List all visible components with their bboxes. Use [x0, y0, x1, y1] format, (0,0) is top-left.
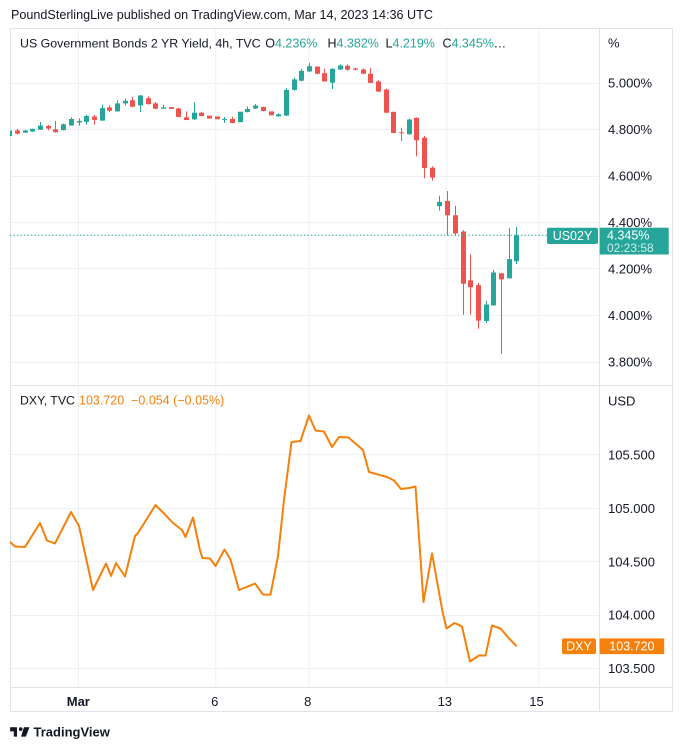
svg-text:103.500: 103.500	[608, 661, 655, 676]
svg-text:8: 8	[304, 694, 311, 709]
svg-text:H: H	[328, 37, 337, 51]
svg-text:L: L	[386, 37, 393, 51]
svg-text:104.000: 104.000	[608, 608, 655, 623]
svg-text:DXY: DXY	[566, 639, 592, 653]
svg-text:6: 6	[211, 694, 218, 709]
svg-text:USD: USD	[608, 394, 635, 409]
svg-text:15: 15	[529, 694, 543, 709]
svg-text:4.600%: 4.600%	[608, 169, 653, 184]
svg-text:4.400%: 4.400%	[608, 215, 653, 230]
svg-text:3.800%: 3.800%	[608, 355, 653, 370]
svg-text:4.345%: 4.345%	[607, 229, 649, 243]
svg-text:C: C	[443, 37, 452, 51]
svg-text:104.500: 104.500	[608, 554, 655, 569]
svg-text:DXY, TVC: DXY, TVC	[20, 394, 75, 408]
svg-text:4.200%: 4.200%	[608, 262, 653, 277]
svg-text:PoundSterlingLive published on: PoundSterlingLive published on TradingVi…	[11, 8, 433, 22]
svg-text:%: %	[608, 36, 620, 51]
svg-text:4.382%: 4.382%	[337, 37, 379, 51]
svg-text:13: 13	[438, 694, 452, 709]
svg-text:5.000%: 5.000%	[608, 76, 653, 91]
svg-text:US02Y: US02Y	[553, 229, 593, 243]
svg-text:TradingView: TradingView	[34, 725, 111, 740]
svg-text:Mar: Mar	[67, 694, 90, 709]
svg-text:4.000%: 4.000%	[608, 308, 653, 323]
svg-text:4.219%: 4.219%	[393, 37, 435, 51]
svg-text:105.500: 105.500	[608, 448, 655, 463]
svg-text:103.720 −0.054 (−0.05%): 103.720 −0.054 (−0.05%)	[79, 394, 224, 408]
svg-text:02:23:58: 02:23:58	[607, 241, 654, 255]
svg-text:4.800%: 4.800%	[608, 122, 653, 137]
svg-text:US Government Bonds 2 YR Yield: US Government Bonds 2 YR Yield, 4h, TVC	[20, 37, 261, 51]
svg-text:O: O	[265, 37, 275, 51]
svg-text:103.720: 103.720	[609, 639, 654, 653]
svg-text:…: …	[494, 37, 507, 51]
svg-text:4.345%: 4.345%	[452, 37, 494, 51]
svg-text:4.236%: 4.236%	[275, 37, 317, 51]
svg-text:105.000: 105.000	[608, 501, 655, 516]
